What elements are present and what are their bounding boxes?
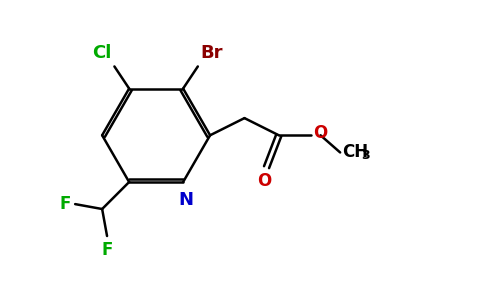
Text: F: F [101, 241, 113, 259]
Text: F: F [60, 195, 71, 213]
Text: 3: 3 [361, 149, 369, 162]
Text: Cl: Cl [92, 44, 112, 62]
Text: CH: CH [342, 143, 368, 161]
Text: O: O [313, 124, 327, 142]
Text: Br: Br [200, 44, 223, 62]
Text: O: O [257, 172, 271, 190]
Text: N: N [178, 191, 193, 209]
